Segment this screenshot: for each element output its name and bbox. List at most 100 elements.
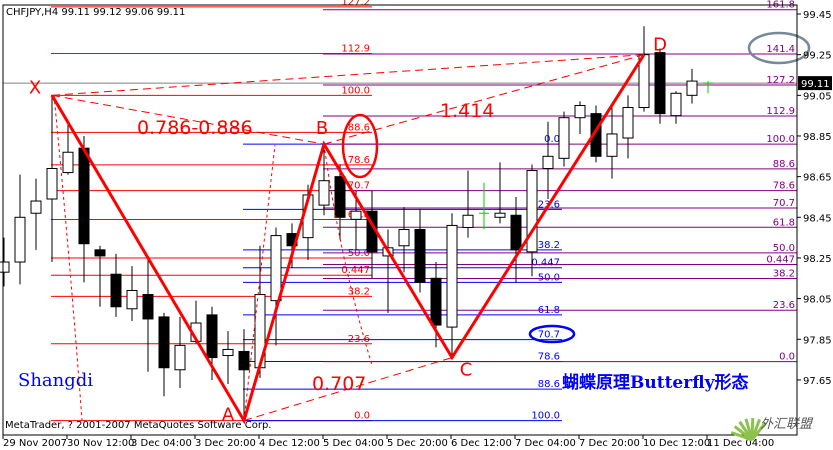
- y-tick-label: 97.85: [803, 335, 832, 346]
- candle-bear: [510, 214, 522, 251]
- fib-level-label: 112.9: [341, 43, 370, 54]
- candle-bear: [206, 314, 218, 359]
- pattern-dashed-line: [243, 357, 453, 422]
- candle-bull: [30, 200, 42, 214]
- dotted-arc: [53, 95, 83, 421]
- fib-level-label: 112.9: [766, 106, 795, 117]
- candle-bull: [622, 107, 634, 139]
- y-tick-label: 98.65: [803, 173, 832, 184]
- ratio-annotation: 1.414: [440, 100, 494, 122]
- ratio-annotation: 0.786-0.886: [137, 117, 253, 139]
- x-tick-label: 10 Dec 12:00: [643, 438, 710, 449]
- fib-level-label: 0.447: [341, 265, 370, 276]
- candle-bear: [142, 294, 154, 320]
- fib-level-label: 0.447: [531, 258, 560, 269]
- pattern-xabcd: [50, 53, 646, 425]
- fib-level-label: 100.0: [341, 85, 370, 96]
- y-tick-label: 99.05: [803, 91, 832, 102]
- x-tick-label: 5 Dec 04:00: [323, 438, 384, 449]
- current-price-label: 99.11: [801, 79, 830, 90]
- fib-level-label: 100.0: [766, 134, 795, 145]
- candle-bull: [222, 348, 234, 357]
- pattern-point-label-c: C: [460, 360, 473, 381]
- pattern-point-label-a: A: [222, 405, 235, 426]
- candle-bull: [574, 104, 586, 119]
- candle-bull: [606, 133, 618, 157]
- x-tick-label: 4 Dec 12:00: [259, 438, 320, 449]
- pattern-point-label-b: B: [316, 118, 328, 139]
- fib-level-label: 0.0: [544, 134, 560, 145]
- fib-level-label: 23.6: [773, 300, 795, 311]
- candle-bull: [686, 80, 698, 96]
- fib-level-label: 88.6: [773, 159, 795, 170]
- dotted-arc: [323, 144, 373, 366]
- fib-level-label: 0.0: [354, 411, 370, 422]
- candle-bull: [270, 235, 282, 302]
- fib-level-label: 70.7: [348, 181, 370, 192]
- y-tick-label: 99.25: [803, 51, 832, 62]
- candle-bear: [78, 147, 90, 245]
- candle-bull: [46, 168, 58, 200]
- candle-bull: [494, 212, 506, 218]
- candle-bear: [430, 277, 442, 326]
- copyright-text: MetaTrader, ? 2001-2007 MetaQuotes Softw…: [5, 420, 271, 431]
- candle-bull: [670, 92, 682, 117]
- x-tick-label: 11 Dec 04:00: [707, 438, 774, 449]
- candle-bear: [238, 350, 250, 371]
- highlight-ellipse: [747, 31, 811, 65]
- pattern-dashed-line: [51, 94, 325, 145]
- fib-level-label: 0.0: [779, 352, 795, 363]
- x-tick-label: 7 Dec 04:00: [515, 438, 576, 449]
- logo-text: 外汇联盟: [760, 417, 814, 432]
- pattern-point-label-x: X: [29, 77, 41, 98]
- fib-level-label: 141.4: [766, 44, 795, 55]
- x-tick-label: 3 Dec 20:00: [195, 438, 256, 449]
- logo-ray: [750, 421, 767, 441]
- candle-bull: [0, 261, 10, 273]
- candle-bear: [654, 52, 666, 115]
- candle-bear: [110, 273, 122, 308]
- fib-level-label: 88.6: [538, 379, 560, 390]
- x-tick-label: 5 Dec 20:00: [387, 438, 448, 449]
- fib-level-label: 70.7: [773, 198, 795, 209]
- candle-bear: [334, 176, 346, 218]
- fib-level-label: 127.2: [766, 75, 795, 86]
- x-tick-label: 7 Dec 20:00: [579, 438, 640, 449]
- fib-level-label: 127.2: [341, 0, 370, 8]
- plot-frame: [2, 4, 798, 436]
- x-tick-label: 6 Dec 12:00: [451, 438, 512, 449]
- highlight-ellipse: [341, 113, 379, 179]
- author-watermark: Shangdi: [18, 370, 93, 391]
- fib-level-label: 61.8: [773, 217, 795, 228]
- highlight-ellipse: [528, 324, 576, 344]
- fib-level-label: 78.6: [348, 155, 370, 166]
- chart-title: CHFJPY,H4 99.11 99.12 99.06 99.11: [6, 7, 185, 18]
- pattern-dashed-line: [51, 54, 645, 96]
- fib-level-label: 50.0: [773, 243, 795, 254]
- candle-bull: [446, 224, 458, 328]
- fib-level-label: 100.0: [531, 411, 560, 422]
- pattern-dashed-line: [323, 54, 645, 145]
- candle-bull: [462, 214, 474, 228]
- candle-bull: [350, 210, 362, 220]
- candle-bear: [94, 249, 106, 257]
- current-price-badge: [798, 76, 832, 91]
- y-tick-label: 98.85: [803, 132, 832, 143]
- x-tick-label: 3 Dec 04:00: [131, 438, 192, 449]
- dotted-arc: [243, 144, 276, 421]
- candle-bear: [414, 228, 426, 283]
- y-tick-label: 98.05: [803, 295, 832, 306]
- pattern-caption: 蝴蝶原理Butterfly形态: [562, 372, 748, 393]
- fib-level-label: 78.6: [538, 351, 560, 362]
- y-tick-label: 99.45: [803, 10, 832, 21]
- fib-level-label: 38.2: [773, 268, 795, 279]
- candle-bear: [590, 113, 602, 157]
- candle-bull: [14, 216, 26, 263]
- candle-bull: [318, 180, 330, 206]
- candle-bull: [126, 289, 138, 310]
- pattern-point-label-d: D: [653, 35, 667, 56]
- x-tick-label: 29 Nov 2007: [3, 438, 67, 449]
- candle-bull: [542, 155, 554, 170]
- fib-level-label: 78.6: [773, 181, 795, 192]
- candle-bull: [398, 228, 410, 247]
